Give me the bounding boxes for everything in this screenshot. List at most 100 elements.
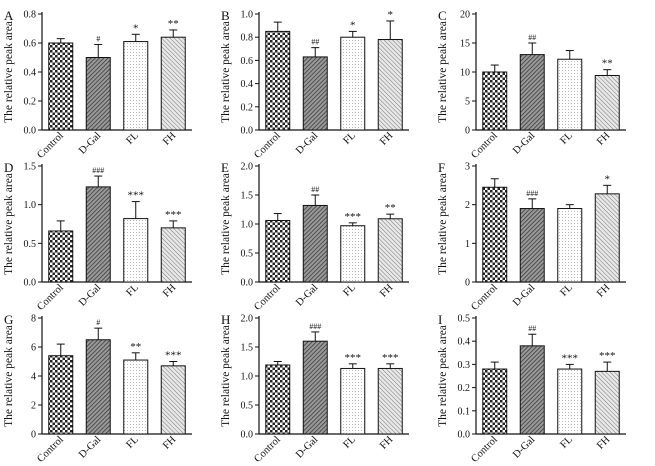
y-tick-label: 2 [465, 200, 470, 211]
y-tick-label: 1.0 [241, 10, 254, 21]
significance-marker: ## [528, 324, 536, 333]
significance-marker: # [96, 34, 100, 43]
y-tick-label: 1 [465, 239, 470, 250]
y-tick-label: 0.0 [24, 278, 37, 289]
y-tick-label: 0.6 [24, 39, 37, 50]
bar-fh [377, 367, 403, 435]
bar-fh [594, 74, 620, 131]
y-tick-label: 0.4 [458, 337, 471, 348]
bar-d-gal [302, 340, 328, 435]
panel-letter: D [4, 160, 13, 175]
y-axis-label: The relative peak area [220, 21, 232, 123]
significance-marker: ** [130, 341, 141, 353]
significance-marker: ## [528, 33, 536, 42]
y-tick-label: 0.4 [24, 68, 37, 79]
x-tick-label: FL [124, 130, 140, 146]
y-axis-label: The relative peak area [3, 325, 15, 427]
y-tick-label: 0 [465, 126, 470, 137]
y-tick-label: 0.8 [24, 10, 37, 21]
y-tick-label: 1.0 [24, 200, 37, 211]
bar-d-gal [302, 56, 328, 131]
x-tick-label: FL [558, 130, 574, 146]
x-tick-label: Control [252, 434, 283, 465]
x-tick-label: FL [558, 282, 574, 298]
x-tick-label: FH [378, 434, 396, 452]
x-tick-label: Control [35, 282, 66, 313]
bar-fl [123, 218, 149, 283]
bar-fl [557, 208, 583, 283]
y-tick-label: 0.5 [24, 239, 37, 250]
bar-fl [340, 367, 366, 435]
x-tick-label: Control [469, 130, 500, 161]
y-tick-label: 0 [465, 278, 470, 289]
significance-marker: ## [311, 38, 319, 47]
y-tick-label: 0.0 [241, 430, 254, 441]
y-axis-label: The relative peak area [437, 21, 449, 123]
panel-letter: E [221, 160, 229, 175]
significance-marker: * [133, 22, 139, 34]
x-tick-label: FH [161, 434, 179, 452]
significance-marker: ** [602, 58, 613, 70]
y-tick-label: 1.0 [241, 220, 254, 231]
panel-letter: B [221, 8, 230, 23]
x-tick-label: D-Gal [77, 282, 103, 308]
bar-control [482, 368, 508, 435]
x-tick-label: FL [341, 130, 357, 146]
x-tick-label: D-Gal [511, 130, 537, 156]
x-tick-label: FH [595, 434, 613, 452]
x-tick-label: Control [252, 282, 283, 313]
significance-marker: *** [165, 350, 182, 362]
y-axis-label: The relative peak area [220, 173, 232, 275]
bar-control [48, 230, 74, 283]
y-tick-label: 0.0 [24, 126, 37, 137]
x-tick-label: Control [35, 130, 66, 161]
y-tick-label: 20 [460, 10, 470, 21]
significance-marker: *** [345, 352, 362, 364]
x-tick-label: FH [378, 130, 396, 148]
y-tick-label: 6 [31, 343, 36, 354]
bar-fl [557, 58, 583, 131]
x-tick-label: D-Gal [511, 282, 537, 308]
bar-d-gal [85, 339, 111, 435]
panel-letter: A [4, 8, 14, 23]
y-tick-label: 15 [460, 39, 470, 50]
bar-fl [123, 41, 149, 131]
bar-fh [160, 227, 186, 283]
x-tick-label: D-Gal [294, 282, 320, 308]
x-tick-label: FH [161, 282, 179, 300]
x-tick-label: Control [469, 282, 500, 313]
x-tick-label: FL [341, 434, 357, 450]
x-tick-label: FL [558, 434, 574, 450]
bar-control [482, 71, 508, 131]
bar-fh [594, 370, 620, 435]
bar-control [265, 364, 291, 435]
bar-fh [160, 36, 186, 131]
panel-letter: G [4, 312, 13, 327]
y-axis-label: The relative peak area [437, 325, 449, 427]
y-tick-label: 0.0 [241, 126, 254, 137]
y-tick-label: 4 [31, 372, 36, 383]
y-tick-label: 0.5 [241, 249, 254, 260]
bar-d-gal [519, 345, 545, 435]
bar-fl [123, 359, 149, 435]
significance-marker: * [605, 173, 611, 185]
x-tick-label: Control [35, 434, 66, 465]
bar-control [48, 42, 74, 131]
y-tick-label: 0.4 [241, 79, 254, 90]
x-tick-label: D-Gal [77, 434, 103, 460]
y-axis-label: The relative peak area [3, 21, 15, 123]
x-tick-label: D-Gal [77, 130, 103, 156]
bar-fh [594, 193, 620, 283]
y-tick-label: 10 [460, 68, 470, 79]
y-tick-label: 0.0 [458, 430, 471, 441]
x-tick-label: FL [341, 282, 357, 298]
y-tick-label: 1.5 [241, 343, 254, 354]
x-tick-label: D-Gal [294, 130, 320, 156]
